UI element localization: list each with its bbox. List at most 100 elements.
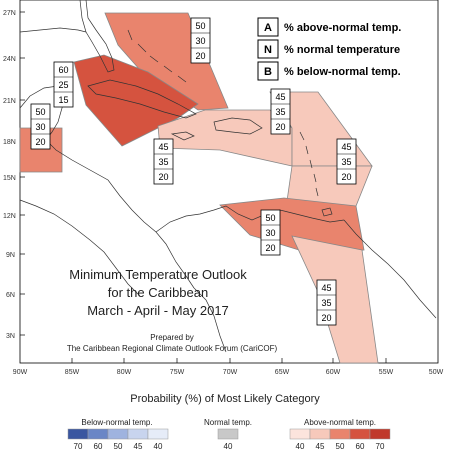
prepared-line: The Caribbean Regional Climate Outlook F…: [67, 344, 278, 353]
lon-label: 70W: [223, 369, 238, 376]
legend-value: 45: [134, 442, 143, 450]
lon-label: 85W: [65, 369, 80, 376]
legend-group-label: Normal temp.: [204, 418, 252, 427]
prob-box-belize: 50 30 20: [30, 103, 51, 150]
legend-swatch: [87, 428, 109, 440]
prob-above: 45: [158, 142, 168, 152]
lat-label: 9N: [6, 252, 15, 259]
prob-normal: 30: [35, 122, 45, 132]
longitude-labels: 90W 85W 80W 75W 70W 65W 60W 55W 50W: [13, 369, 444, 376]
key-letter: A: [264, 22, 272, 34]
lon-label: 90W: [13, 369, 28, 376]
lat-label: 24N: [3, 56, 16, 63]
prob-box-southern-caribbean: 50 30 20: [260, 209, 281, 256]
prob-normal: 30: [195, 36, 205, 46]
legend-swatch: [67, 428, 89, 440]
panama-colombia-coast: [155, 205, 345, 233]
lon-label: 75W: [170, 369, 185, 376]
prob-above: 50: [265, 213, 275, 223]
legend-swatch: [349, 428, 371, 440]
prob-box-bahamas: 50 30 20: [190, 17, 211, 64]
lon-label: 50W: [429, 369, 444, 376]
category-key: A % above-normal temp. N % normal temper…: [257, 17, 401, 81]
legend-above-normal: Above-normal temp. 40 45 50 60 70: [289, 418, 391, 451]
prob-normal: 35: [321, 298, 331, 308]
prob-above: 45: [341, 142, 351, 152]
legend-below-normal: Below-normal temp. 70 60 50 45 40: [67, 418, 169, 451]
legend-value: 50: [336, 442, 345, 450]
prepared-line: Prepared by: [150, 333, 194, 342]
lat-label: 21N: [3, 98, 16, 105]
central-america-coast: [45, 139, 195, 289]
axis-ticks: [20, 11, 387, 363]
florida-coast: [79, 0, 115, 73]
prob-below: 20: [275, 122, 285, 132]
lon-label: 80W: [117, 369, 132, 376]
trinidad-coast: [321, 207, 333, 217]
lon-label: 60W: [326, 369, 341, 376]
prob-above: 50: [195, 21, 205, 31]
lat-label: 12N: [3, 213, 16, 220]
prob-above: 50: [35, 107, 45, 117]
prob-normal: 35: [341, 157, 351, 167]
key-text: % above-normal temp.: [284, 22, 401, 34]
legend-swatches: 40 45 50 60 70: [289, 428, 391, 451]
prob-normal: 35: [275, 107, 285, 117]
prob-above: 45: [321, 283, 331, 293]
legend-swatch: [309, 428, 331, 440]
colombia-interior: [193, 287, 227, 353]
legend-swatches: 40: [217, 428, 239, 451]
lat-label: 18N: [3, 139, 16, 146]
legend-value: 40: [154, 442, 163, 450]
key-letter: B: [264, 66, 272, 78]
title-line: Minimum Temperature Outlook: [69, 267, 247, 282]
legend-swatch: [127, 428, 149, 440]
legend-value: 60: [94, 442, 103, 450]
gulf-coast: [19, 27, 87, 33]
prob-below: 20: [158, 172, 168, 182]
cuba-coast: [87, 79, 197, 119]
legend-value: 40: [296, 442, 305, 450]
bahamas-islands: [127, 29, 187, 83]
outlook-zones: [19, 12, 379, 364]
prob-box-cuba: 60 25 15: [53, 61, 74, 108]
legend-value: 40: [224, 442, 233, 450]
prob-box-central-caribbean: 45 35 20: [270, 88, 291, 135]
legend-swatch: [217, 428, 239, 440]
prob-normal: 30: [265, 228, 275, 238]
prob-normal: 35: [158, 157, 168, 167]
prob-box-greater-antilles: 45 35 20: [153, 138, 174, 185]
prob-above: 60: [58, 65, 68, 75]
prob-below: 20: [195, 51, 205, 61]
prob-below: 20: [35, 137, 45, 147]
prob-box-eastern-caribbean: 45 35 20: [336, 138, 357, 185]
key-letter: N: [264, 44, 272, 56]
legend-value: 60: [356, 442, 365, 450]
legend-swatch: [329, 428, 351, 440]
zone-southern-caribbean: [219, 197, 365, 255]
prob-box-guianas: 45 35 20: [316, 279, 337, 326]
title-line: for the Caribbean: [108, 285, 208, 300]
lon-label: 55W: [379, 369, 394, 376]
lat-label: 27N: [3, 10, 16, 17]
prob-below: 15: [58, 95, 68, 105]
legend-swatches: 70 60 50 45 40: [67, 428, 169, 451]
lat-label: 15N: [3, 175, 16, 182]
legend-group-label: Below-normal temp.: [81, 418, 152, 427]
lon-label: 65W: [275, 369, 290, 376]
prob-below: 20: [341, 172, 351, 182]
legend-value: 45: [316, 442, 325, 450]
legend-title: Probability (%) of Most Likely Category: [130, 393, 320, 405]
title-line: March - April - May 2017: [87, 303, 229, 318]
legend-value: 70: [74, 442, 83, 450]
legend-normal: Normal temp. 40: [204, 418, 252, 451]
lesser-antilles: [299, 131, 319, 197]
legend-swatch: [107, 428, 129, 440]
legend-swatch: [289, 428, 311, 440]
legend-value: 70: [376, 442, 385, 450]
legend-swatch: [147, 428, 169, 440]
prob-normal: 25: [58, 80, 68, 90]
south-america-coast: [343, 219, 437, 319]
